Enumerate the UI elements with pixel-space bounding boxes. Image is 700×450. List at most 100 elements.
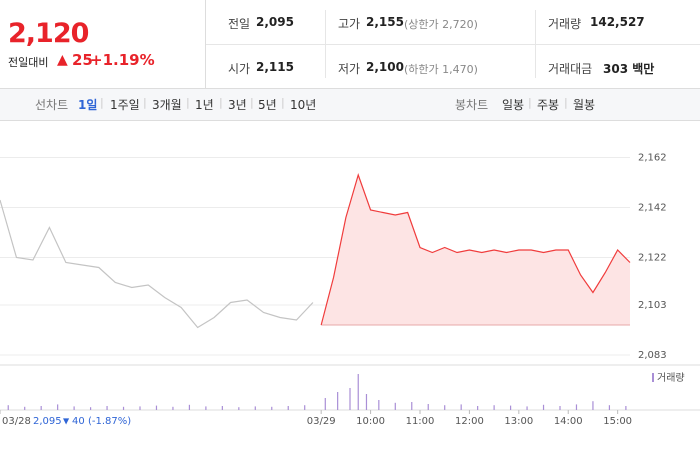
volume-bar	[559, 406, 561, 410]
volume-bar	[460, 404, 462, 410]
volume-bar	[238, 407, 240, 410]
volume-bar	[349, 388, 351, 410]
stat-value: 142,527	[590, 15, 645, 29]
tab-label: 봉차트	[455, 98, 489, 112]
volume-bar	[592, 401, 594, 410]
period-tab[interactable]: 1일	[78, 98, 98, 112]
x-tick-label: 03/29	[307, 416, 336, 427]
stat-value: 2,155	[366, 15, 404, 29]
stat-label: 거래대금	[548, 62, 593, 76]
y-tick-label: 2,083	[638, 350, 667, 361]
y-tick-label: 2,103	[638, 300, 667, 311]
period-tab[interactable]: 1주일	[110, 98, 140, 112]
divider	[206, 44, 700, 45]
volume-bar	[7, 405, 9, 410]
change-pct: +1.19%	[90, 51, 155, 69]
price-line	[0, 199, 314, 329]
separator: |	[528, 96, 532, 109]
volume-bar	[205, 406, 207, 410]
footer-change-pct: (-1.87%)	[88, 416, 131, 427]
y-tick-label: 2,142	[638, 203, 667, 214]
x-tick-label: 11:00	[406, 416, 435, 427]
x-tick-label: 15:00	[603, 416, 632, 427]
divider	[535, 10, 536, 78]
x-tick-label: 12:00	[455, 416, 484, 427]
stat-label: 저가	[338, 62, 361, 76]
price-box	[0, 0, 206, 88]
volume-bar	[608, 405, 611, 410]
volume-bar	[526, 406, 528, 410]
volume-bar	[139, 406, 141, 410]
footer-date: 03/28	[2, 416, 31, 427]
volume-bar	[365, 394, 368, 410]
tab-label: 선차트	[35, 98, 69, 112]
volume-bar	[106, 406, 108, 410]
period-tab[interactable]: 5년	[258, 98, 277, 112]
down-arrow: ▼	[63, 417, 70, 426]
volume-bar	[40, 406, 42, 410]
current-price: 2,120	[8, 18, 89, 49]
x-tick-label: 10:00	[356, 416, 385, 427]
volume-bar	[625, 406, 627, 410]
volume-bar	[324, 398, 326, 410]
volume-bar	[427, 404, 429, 410]
divider	[325, 10, 326, 78]
volume-bar	[444, 405, 446, 410]
change-label: 전일대비	[8, 56, 49, 69]
y-tick-label: 2,162	[638, 153, 667, 164]
volume-bar	[477, 406, 479, 410]
area	[321, 175, 630, 325]
candle-tab[interactable]: 월봉	[573, 98, 596, 112]
volume-bar	[89, 407, 92, 410]
candle-tab[interactable]: 일봉	[502, 98, 525, 112]
volume-bar	[509, 405, 512, 410]
period-tab[interactable]: 1년	[195, 98, 214, 112]
legend-swatch	[652, 373, 654, 382]
separator: |	[100, 96, 104, 109]
x-tick-label: 14:00	[554, 416, 583, 427]
price-line	[320, 173, 631, 326]
volume-bar	[73, 406, 75, 410]
period-tab[interactable]: 3개월	[152, 98, 182, 112]
stat-value: 2,095	[256, 15, 294, 29]
separator: |	[143, 96, 147, 109]
footer-close: 2,095	[33, 416, 62, 427]
volume-bar	[337, 392, 339, 410]
volume-bar	[287, 406, 289, 410]
volume-bar	[221, 406, 223, 410]
stat-value: 2,115	[256, 60, 294, 74]
stat-value: 2,100	[366, 60, 404, 74]
volume-bar	[57, 404, 59, 410]
tab-bar	[0, 88, 700, 121]
separator: |	[564, 96, 568, 109]
stat-label: 시가	[228, 62, 251, 76]
volume-bar	[122, 406, 125, 410]
volume-bar	[304, 405, 306, 410]
volume-bar	[394, 402, 396, 410]
chart: 거래량 03/28 2,095 ▼ 40 (-1.87%) 2,162 2,142…	[0, 153, 700, 427]
period-tab[interactable]: 10년	[290, 98, 317, 112]
period-tab[interactable]: 3년	[228, 98, 247, 112]
y-tick-label: 2,122	[638, 253, 667, 264]
volume-bar	[24, 406, 26, 410]
volume-bar	[575, 404, 578, 410]
volume-bar	[254, 406, 256, 410]
footer-change: 40	[72, 416, 85, 427]
stat-value: 303 백만	[603, 62, 655, 76]
candle-tab[interactable]: 주봉	[537, 98, 560, 112]
volume-bar	[155, 405, 158, 410]
separator: |	[186, 96, 190, 109]
change: 25	[72, 51, 93, 69]
stat-note: (하한가 1,470)	[404, 63, 478, 76]
volume-bar	[188, 404, 191, 410]
separator: |	[281, 96, 285, 109]
volume-bar	[411, 402, 413, 410]
volume-bar	[493, 405, 495, 410]
stat-label: 거래량	[548, 17, 582, 31]
volume-bar	[271, 406, 273, 410]
up-arrow: ▲	[57, 52, 68, 68]
stat-note: (상한가 2,720)	[404, 18, 478, 31]
separator: |	[219, 96, 223, 109]
volume-bar	[378, 400, 380, 410]
